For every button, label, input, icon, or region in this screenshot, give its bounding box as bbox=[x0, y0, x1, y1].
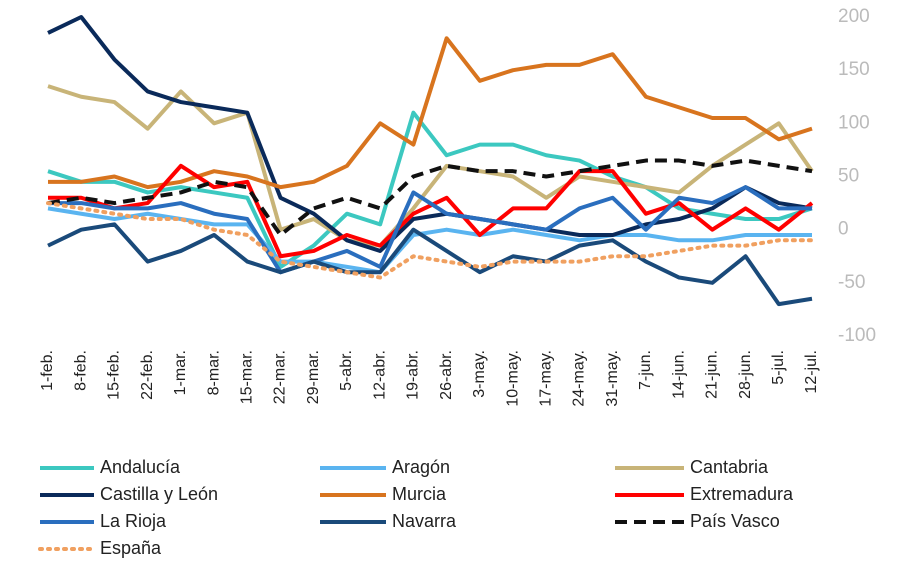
x-tick-label: 14-jun. bbox=[670, 350, 687, 399]
legend-label: La Rioja bbox=[100, 511, 167, 531]
x-tick-label: 28-jun. bbox=[737, 350, 754, 399]
legend-label: Navarra bbox=[392, 511, 457, 531]
x-tick-label: 8-mar. bbox=[205, 350, 222, 395]
series-line bbox=[48, 185, 812, 275]
x-tick-label: 8-feb. bbox=[72, 350, 89, 391]
x-tick-label: 31-may. bbox=[604, 350, 621, 407]
legend-label: Murcia bbox=[392, 484, 447, 504]
x-tick-label: 5-abr. bbox=[338, 350, 355, 391]
x-tick-label: 21-jun. bbox=[704, 350, 721, 399]
y-tick-label: 200 bbox=[838, 6, 870, 27]
legend-label: Castilla y León bbox=[100, 484, 218, 504]
x-tick-label: 1-mar. bbox=[172, 350, 189, 395]
series-line bbox=[47, 222, 813, 307]
legend-label: Cantabria bbox=[690, 457, 769, 477]
legend-label: Extremadura bbox=[690, 484, 794, 504]
x-tick-label: 1-feb. bbox=[39, 350, 56, 391]
x-tick-label: 24-may. bbox=[571, 350, 588, 407]
x-tick-label: 19-abr. bbox=[405, 350, 422, 400]
x-tick-label: 7-jun. bbox=[637, 350, 654, 390]
x-tick-label: 22-mar. bbox=[272, 350, 289, 404]
series-line bbox=[48, 36, 813, 190]
y-tick-label: 0 bbox=[838, 219, 849, 240]
x-tick-label: 29-mar. bbox=[305, 350, 322, 404]
series-line bbox=[48, 163, 814, 259]
y-tick-label: -100 bbox=[838, 325, 876, 346]
series-line bbox=[47, 84, 814, 248]
x-tick-label: 22-feb. bbox=[139, 350, 156, 400]
series-line bbox=[47, 158, 813, 237]
series-line bbox=[47, 15, 813, 253]
x-tick-label: 15-mar. bbox=[239, 350, 256, 404]
x-tick-label: 3-may. bbox=[471, 350, 488, 398]
y-tick-label: 150 bbox=[838, 59, 870, 80]
x-tick-label: 15-feb. bbox=[106, 350, 123, 400]
y-tick-label: -50 bbox=[838, 272, 865, 293]
legend-label: Aragón bbox=[392, 457, 450, 477]
x-tick-label: 26-abr. bbox=[438, 350, 455, 400]
y-tick-label: 50 bbox=[838, 166, 859, 187]
x-tick-label: 12-abr. bbox=[371, 350, 388, 400]
x-tick-label: 12-jul. bbox=[803, 350, 820, 394]
legend-label: País Vasco bbox=[690, 511, 780, 531]
x-tick-label: 17-may. bbox=[537, 350, 554, 407]
legend-label: Andalucía bbox=[100, 457, 181, 477]
y-tick-label: 100 bbox=[838, 112, 870, 133]
legend-label: España bbox=[100, 538, 162, 558]
x-tick-label: 5-jul. bbox=[770, 350, 787, 385]
series-line bbox=[46, 201, 814, 280]
x-tick-label: 10-may. bbox=[504, 350, 521, 407]
